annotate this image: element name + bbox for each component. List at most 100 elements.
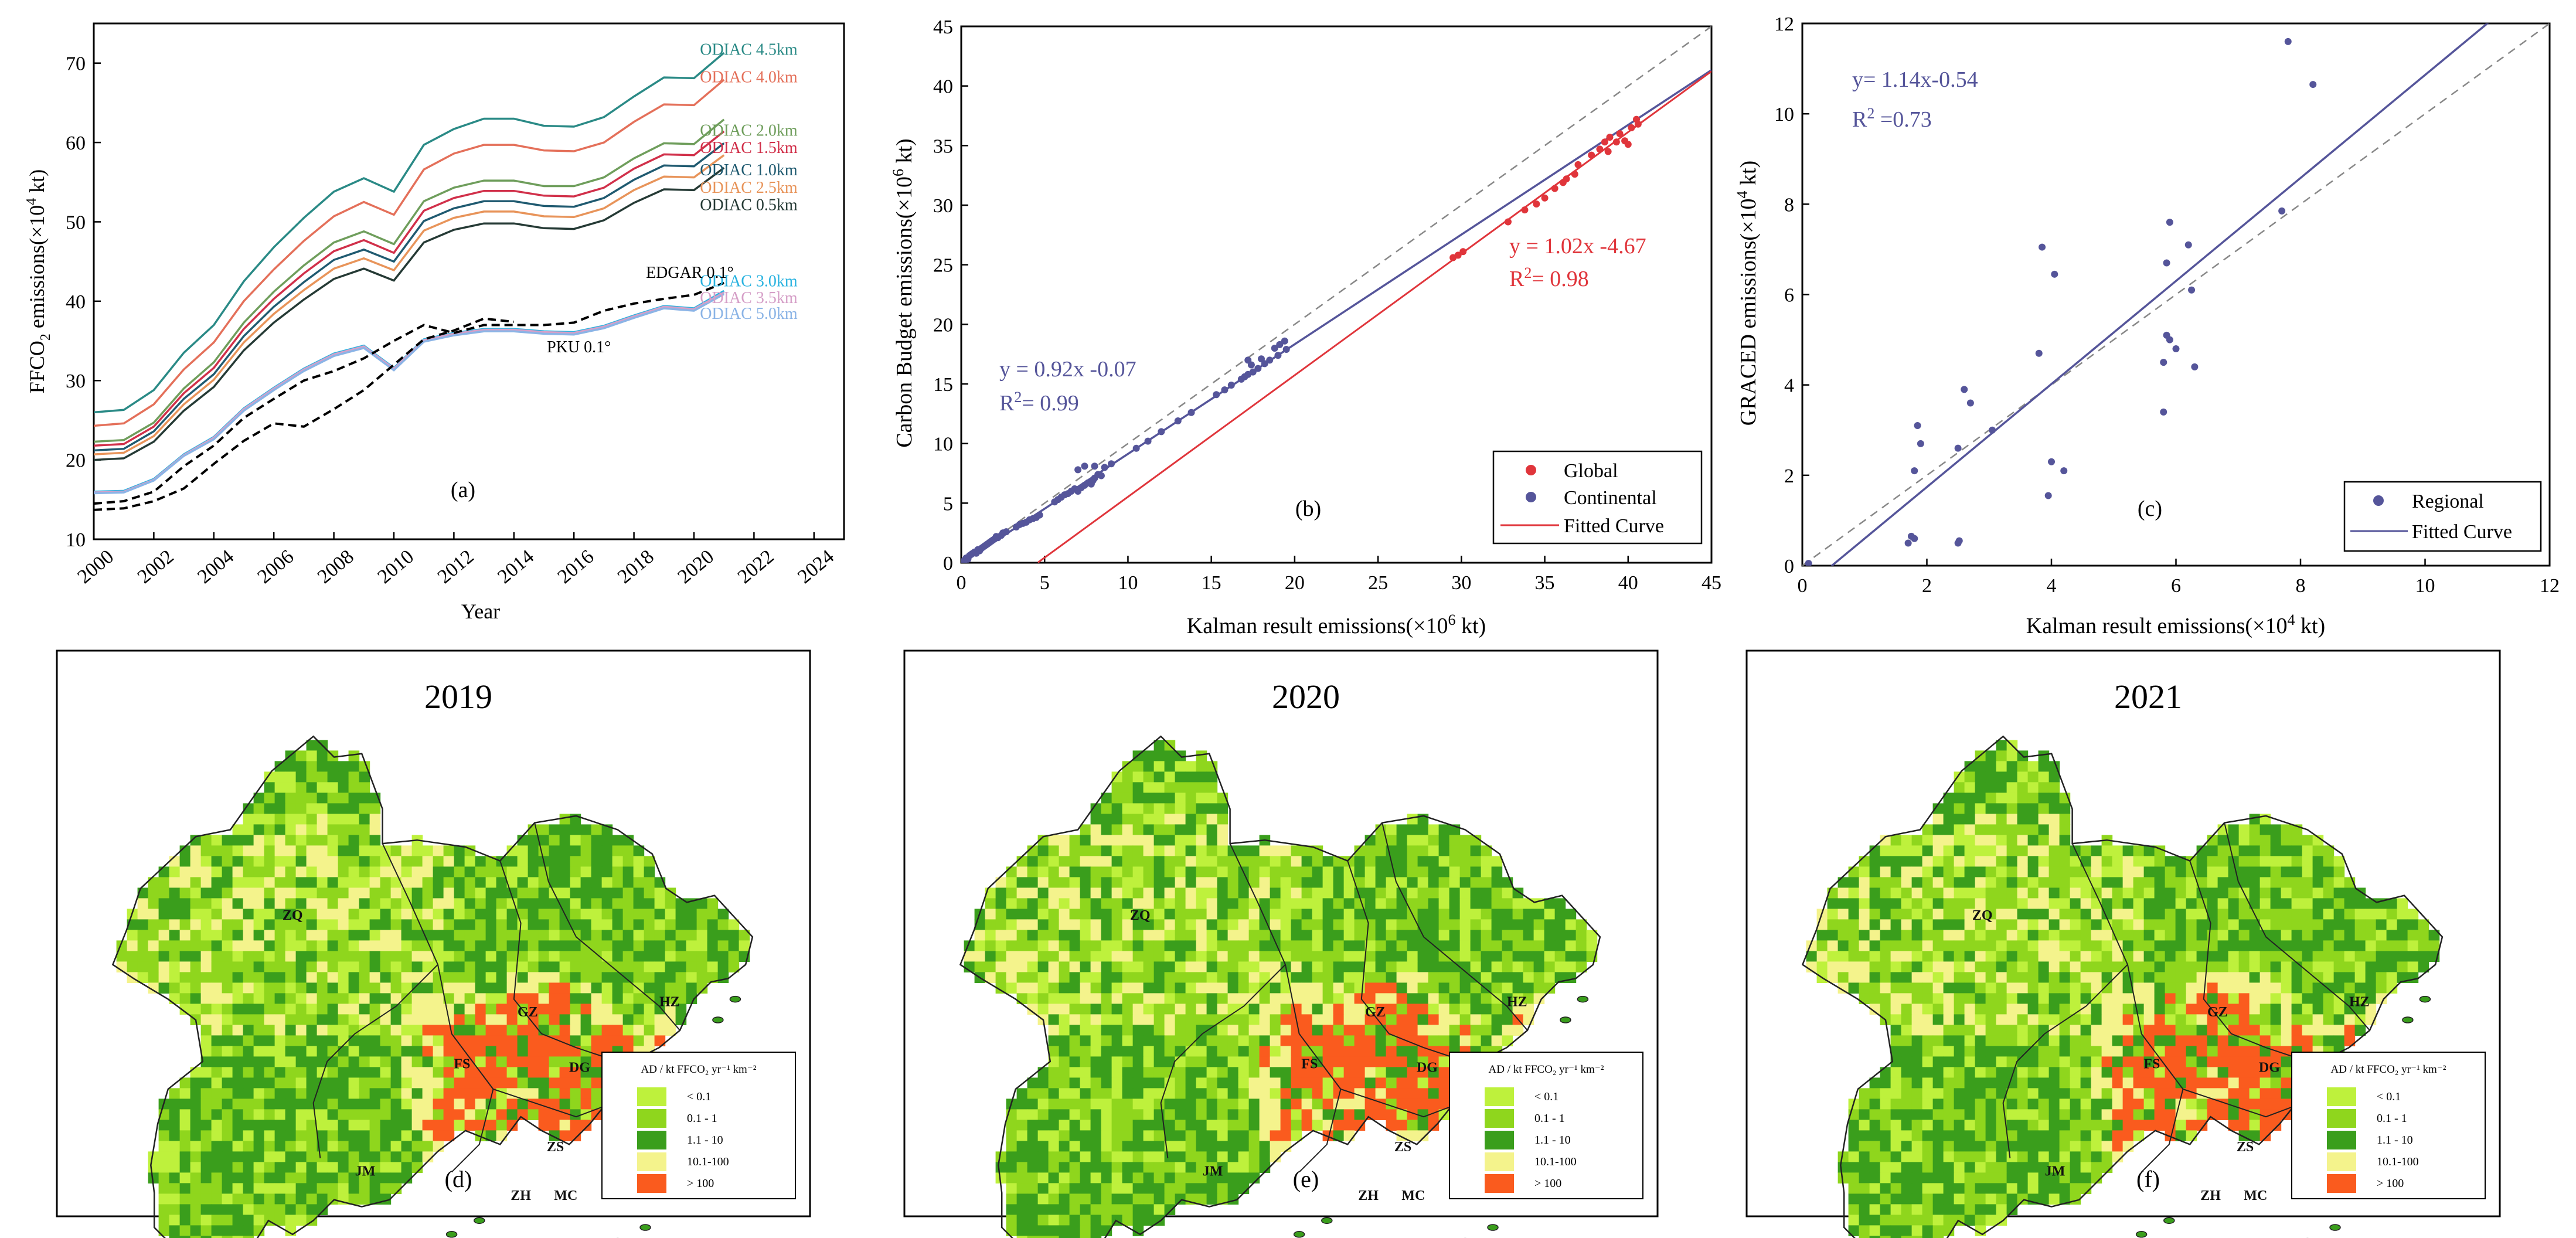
map-cell [1375, 1056, 1387, 1067]
map-cell [538, 972, 550, 983]
map-cell [1143, 887, 1155, 899]
map-cell [1143, 877, 1155, 888]
map-cell [1185, 1014, 1197, 1025]
map-cell [380, 877, 392, 888]
map-cell [295, 771, 307, 783]
map-cell [1943, 845, 1955, 856]
map-cell [1206, 856, 1218, 867]
map-cell [411, 1014, 423, 1025]
map-cell [728, 961, 740, 972]
map-cell [506, 972, 518, 983]
map-cell [2207, 1056, 2218, 1067]
map-cell [1922, 835, 1934, 846]
map-cell [1132, 793, 1144, 804]
map-cell [2207, 919, 2218, 930]
map-cell [390, 919, 402, 930]
map-cell [2112, 909, 2124, 920]
map-cell [1248, 1056, 1260, 1067]
legend-regional-marker [2373, 495, 2384, 506]
map-cell [380, 1067, 392, 1078]
map-cell [317, 793, 328, 804]
map-cell [2228, 898, 2240, 909]
map-cell [1943, 1004, 1955, 1015]
map-cell [222, 961, 233, 972]
map-cell [1523, 930, 1534, 941]
map-cell [1512, 972, 1524, 983]
map-cell [295, 803, 307, 814]
y-tick-label: 8 [1784, 194, 1794, 216]
map-cell [1523, 919, 1534, 930]
map-cell [1016, 951, 1028, 962]
map-cell [2165, 856, 2176, 867]
x-tick-label: 2000 [73, 546, 118, 588]
map-cell [211, 1088, 223, 1099]
map-cell [348, 814, 360, 825]
map-cell [1206, 1109, 1218, 1120]
map-cell [2038, 1004, 2050, 1015]
map-cell [264, 856, 275, 867]
map-cell [1259, 1077, 1271, 1089]
map-cell [2175, 866, 2187, 878]
map-cell [1080, 1130, 1091, 1141]
map-cell [1932, 1056, 1944, 1067]
map-cell [2048, 771, 2060, 783]
map-cell [1301, 961, 1313, 972]
map-cell [2070, 930, 2081, 941]
map-cell [1048, 919, 1060, 930]
map-cell [1554, 930, 1566, 941]
map-cell [1122, 1215, 1134, 1226]
map-cell [2122, 972, 2134, 983]
map-cell [200, 845, 212, 856]
map-cell [1080, 1046, 1091, 1057]
map-cell [622, 951, 634, 962]
map-cell [559, 824, 571, 835]
map-cell [496, 982, 508, 994]
map-cell [485, 1025, 497, 1036]
map-cell [2386, 982, 2398, 994]
map-cell [2228, 877, 2240, 888]
map-cell [1111, 972, 1123, 983]
map-cell [1996, 972, 2007, 983]
map-cell [380, 898, 392, 909]
map-cell [622, 898, 634, 909]
map-cell [2397, 961, 2408, 972]
map-cell [317, 1046, 328, 1057]
map-cell [232, 887, 244, 899]
map-cell [369, 1025, 381, 1036]
map-cell [654, 898, 666, 909]
map-cell [1006, 972, 1018, 983]
map-cell [1185, 1172, 1197, 1183]
map-cell [274, 1109, 286, 1120]
map-cell [1880, 856, 1891, 867]
map-cell [2133, 898, 2145, 909]
scatter-point-regional [2284, 38, 2292, 45]
map-cell [464, 930, 476, 941]
map-cell [538, 930, 550, 941]
map-cell [2122, 919, 2134, 930]
map-cell [1080, 1236, 1091, 1238]
map-cell [1985, 1056, 1997, 1067]
map-cell [1964, 761, 1976, 772]
map-cell [1059, 982, 1070, 994]
map-cell [327, 909, 339, 920]
map-cell [2112, 898, 2124, 909]
map-cell [1901, 972, 1913, 983]
map-cell [2249, 1025, 2261, 1036]
map-cell [200, 1172, 212, 1183]
map-cell [1816, 951, 1828, 962]
map-cell [232, 1014, 244, 1025]
map-cell [2070, 898, 2081, 909]
map-cell [443, 1130, 455, 1141]
scatter-point-continental [1281, 337, 1288, 345]
map-cell [2048, 887, 2060, 899]
map-cell [295, 1130, 307, 1141]
map-cell [1259, 1056, 1271, 1067]
map-cell [1438, 982, 1450, 994]
map-cell [222, 1035, 233, 1046]
map-cell [580, 877, 592, 888]
map-cell [274, 1172, 286, 1183]
map-cell [1996, 845, 2007, 856]
map-cell [327, 1014, 339, 1025]
map-cell [327, 1067, 339, 1078]
map-cell [1417, 856, 1429, 867]
